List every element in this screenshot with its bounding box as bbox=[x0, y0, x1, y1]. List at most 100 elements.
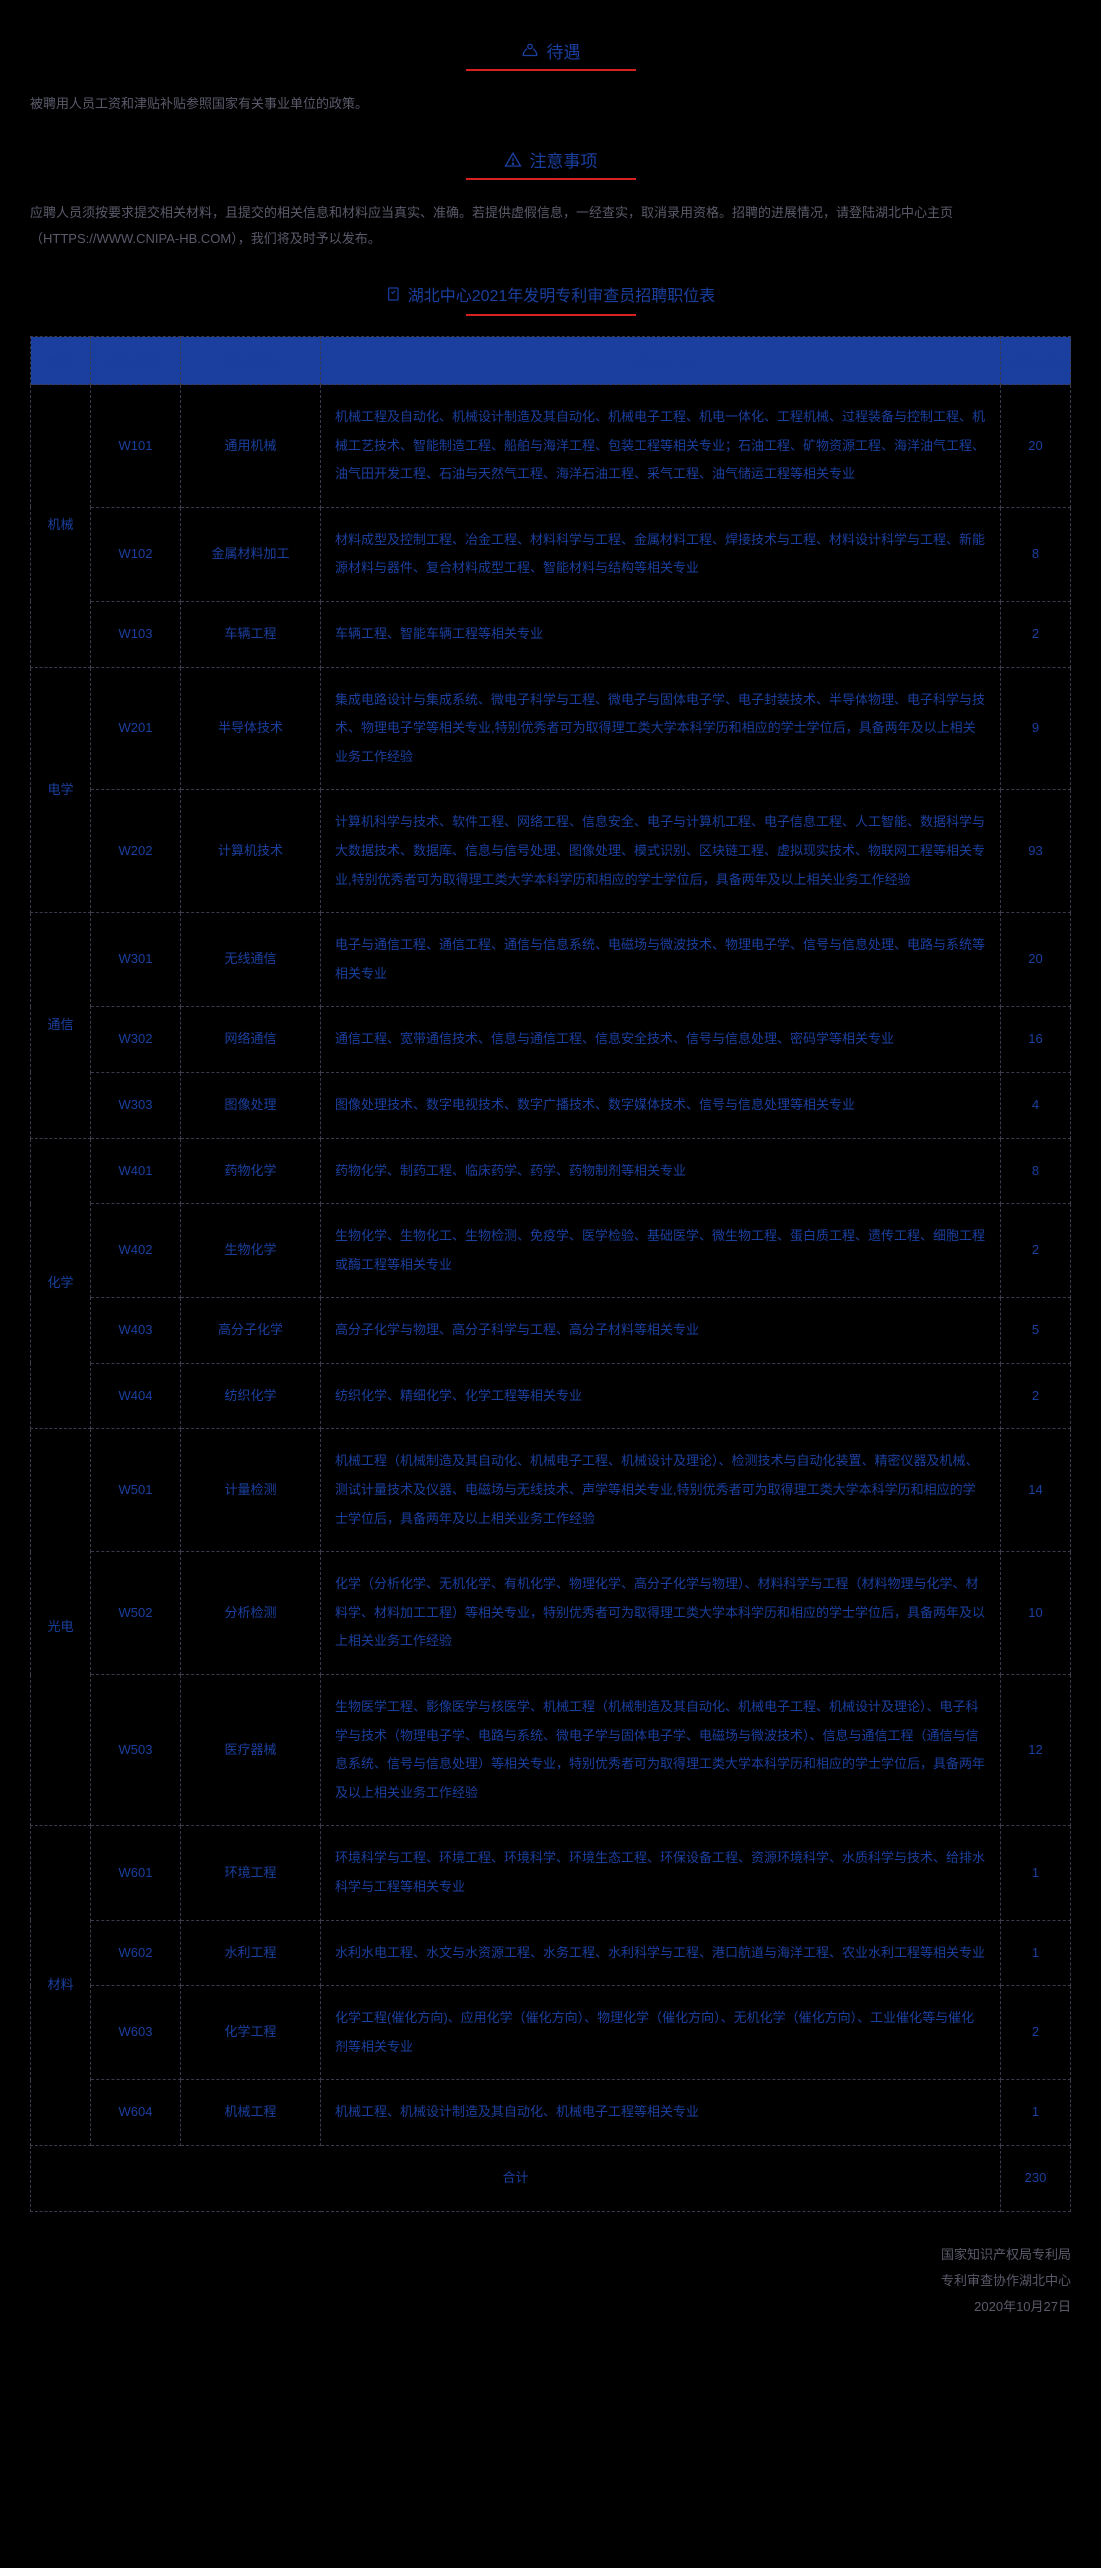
field-cell: 化学 bbox=[31, 1138, 91, 1429]
name-cell: 图像处理 bbox=[181, 1072, 321, 1138]
count-cell: 5 bbox=[1001, 1298, 1071, 1364]
count-cell: 20 bbox=[1001, 913, 1071, 1007]
name-cell: 机械工程 bbox=[181, 2080, 321, 2146]
code-cell: W202 bbox=[91, 790, 181, 913]
code-cell: W604 bbox=[91, 2080, 181, 2146]
footer-line3: 2020年10月27日 bbox=[30, 2294, 1071, 2320]
total-row: 合计230 bbox=[31, 2145, 1071, 2211]
code-cell: W101 bbox=[91, 385, 181, 508]
total-count: 230 bbox=[1001, 2145, 1071, 2211]
col-code: 岗位代码 bbox=[91, 337, 181, 385]
code-cell: W603 bbox=[91, 1986, 181, 2080]
name-cell: 分析检测 bbox=[181, 1552, 321, 1675]
table-row: 机械W101通用机械机械工程及自动化、机械设计制造及其自动化、机械电子工程、机电… bbox=[31, 385, 1071, 508]
desc-cell: 水利水电工程、水文与水资源工程、水务工程、水利科学与工程、港口航道与海洋工程、农… bbox=[321, 1920, 1001, 1986]
count-cell: 8 bbox=[1001, 507, 1071, 601]
count-cell: 93 bbox=[1001, 790, 1071, 913]
section-underline bbox=[466, 69, 636, 71]
desc-cell: 计算机科学与技术、软件工程、网络工程、信息安全、电子与计算机工程、电子信息工程、… bbox=[321, 790, 1001, 913]
desc-cell: 纺织化学、精细化学、化学工程等相关专业 bbox=[321, 1363, 1001, 1429]
code-cell: W403 bbox=[91, 1298, 181, 1364]
doc-check-icon bbox=[386, 286, 402, 302]
desc-cell: 机械工程、机械设计制造及其自动化、机械电子工程等相关专业 bbox=[321, 2080, 1001, 2146]
name-cell: 化学工程 bbox=[181, 1986, 321, 2080]
code-cell: W301 bbox=[91, 913, 181, 1007]
code-cell: W503 bbox=[91, 1675, 181, 1826]
code-cell: W404 bbox=[91, 1363, 181, 1429]
table-row: W603化学工程化学工程(催化方向)、应用化学（催化方向）、物理化学（催化方向）… bbox=[31, 1986, 1071, 2080]
name-cell: 网络通信 bbox=[181, 1007, 321, 1073]
count-cell: 1 bbox=[1001, 2080, 1071, 2146]
desc-cell: 机械工程及自动化、机械设计制造及其自动化、机械电子工程、机电一体化、工程机械、过… bbox=[321, 385, 1001, 508]
desc-cell: 药物化学、制药工程、临床药学、药学、药物制剂等相关专业 bbox=[321, 1138, 1001, 1204]
warning-icon bbox=[504, 151, 522, 169]
table-row: 电学W201半导体技术集成电路设计与集成系统、微电子科学与工程、微电子与固体电子… bbox=[31, 667, 1071, 790]
count-cell: 10 bbox=[1001, 1552, 1071, 1675]
desc-cell: 图像处理技术、数字电视技术、数字广播技术、数字媒体技术、信号与信息处理等相关专业 bbox=[321, 1072, 1001, 1138]
count-cell: 16 bbox=[1001, 1007, 1071, 1073]
code-cell: W502 bbox=[91, 1552, 181, 1675]
desc-cell: 生物医学工程、影像医学与核医学、机械工程（机械制造及其自动化、机械电子工程、机械… bbox=[321, 1675, 1001, 1826]
name-cell: 无线通信 bbox=[181, 913, 321, 1007]
table-row: W102金属材料加工材料成型及控制工程、冶金工程、材料科学与工程、金属材料工程、… bbox=[31, 507, 1071, 601]
name-cell: 半导体技术 bbox=[181, 667, 321, 790]
name-cell: 环境工程 bbox=[181, 1826, 321, 1920]
col-desc: 专业及方向 bbox=[321, 337, 1001, 385]
name-cell: 药物化学 bbox=[181, 1138, 321, 1204]
count-cell: 4 bbox=[1001, 1072, 1071, 1138]
table-row: W602水利工程水利水电工程、水文与水资源工程、水务工程、水利科学与工程、港口航… bbox=[31, 1920, 1071, 1986]
count-cell: 20 bbox=[1001, 385, 1071, 508]
footer-line2: 专利审查协作湖北中心 bbox=[30, 2268, 1071, 2294]
count-cell: 12 bbox=[1001, 1675, 1071, 1826]
table-row: 光电W501计量检测机械工程（机械制造及其自动化、机械电子工程、机械设计及理论）… bbox=[31, 1429, 1071, 1552]
table-row: W502分析检测化学（分析化学、无机化学、有机化学、物理化学、高分子化学与物理）… bbox=[31, 1552, 1071, 1675]
field-cell: 光电 bbox=[31, 1429, 91, 1826]
code-cell: W102 bbox=[91, 507, 181, 601]
notice-body: 应聘人员须按要求提交相关材料，且提交的相关信息和材料应当真实、准确。若提供虚假信… bbox=[30, 200, 1071, 252]
name-cell: 金属材料加工 bbox=[181, 507, 321, 601]
desc-cell: 材料成型及控制工程、冶金工程、材料科学与工程、金属材料工程、焊接技术与工程、材料… bbox=[321, 507, 1001, 601]
table-row: 化学W401药物化学药物化学、制药工程、临床药学、药学、药物制剂等相关专业8 bbox=[31, 1138, 1071, 1204]
field-cell: 材料 bbox=[31, 1826, 91, 2146]
desc-cell: 化学工程(催化方向)、应用化学（催化方向）、物理化学（催化方向）、无机化学（催化… bbox=[321, 1986, 1001, 2080]
section-notice-header: 注意事项 bbox=[30, 147, 1071, 180]
table-title-row: 湖北中心2021年发明专利审查员招聘职位表 bbox=[30, 282, 1071, 306]
table-row: W402生物化学生物化学、生物化工、生物检测、免疫学、医学检验、基础医学、微生物… bbox=[31, 1204, 1071, 1298]
code-cell: W501 bbox=[91, 1429, 181, 1552]
name-cell: 医疗器械 bbox=[181, 1675, 321, 1826]
section-title: 待遇 bbox=[547, 38, 581, 63]
name-cell: 车辆工程 bbox=[181, 601, 321, 667]
code-cell: W602 bbox=[91, 1920, 181, 1986]
count-cell: 2 bbox=[1001, 601, 1071, 667]
name-cell: 水利工程 bbox=[181, 1920, 321, 1986]
field-cell: 通信 bbox=[31, 913, 91, 1138]
table-title: 湖北中心2021年发明专利审查员招聘职位表 bbox=[408, 282, 716, 306]
table-row: W403高分子化学高分子化学与物理、高分子科学与工程、高分子材料等相关专业5 bbox=[31, 1298, 1071, 1364]
positions-table: 领域 岗位代码 岗位名称 专业及方向 招聘人数 机械W101通用机械机械工程及自… bbox=[30, 336, 1071, 2212]
footer: 国家知识产权局专利局 专利审查协作湖北中心 2020年10月27日 bbox=[30, 2242, 1071, 2320]
treatment-body: 被聘用人员工资和津贴补贴参照国家有关事业单位的政策。 bbox=[30, 91, 1071, 117]
field-cell: 电学 bbox=[31, 667, 91, 913]
desc-cell: 车辆工程、智能车辆工程等相关专业 bbox=[321, 601, 1001, 667]
table-row: 通信W301无线通信电子与通信工程、通信工程、通信与信息系统、电磁场与微波技术、… bbox=[31, 913, 1071, 1007]
desc-cell: 电子与通信工程、通信工程、通信与信息系统、电磁场与微波技术、物理电子学、信号与信… bbox=[321, 913, 1001, 1007]
count-cell: 2 bbox=[1001, 1363, 1071, 1429]
table-header-row: 领域 岗位代码 岗位名称 专业及方向 招聘人数 bbox=[31, 337, 1071, 385]
desc-cell: 环境科学与工程、环境工程、环境科学、环境生态工程、环保设备工程、资源环境科学、水… bbox=[321, 1826, 1001, 1920]
table-row: W503医疗器械生物医学工程、影像医学与核医学、机械工程（机械制造及其自动化、机… bbox=[31, 1675, 1071, 1826]
count-cell: 1 bbox=[1001, 1826, 1071, 1920]
table-row: W303图像处理图像处理技术、数字电视技术、数字广播技术、数字媒体技术、信号与信… bbox=[31, 1072, 1071, 1138]
col-name: 岗位名称 bbox=[181, 337, 321, 385]
desc-cell: 化学（分析化学、无机化学、有机化学、物理化学、高分子化学与物理）、材料科学与工程… bbox=[321, 1552, 1001, 1675]
name-cell: 生物化学 bbox=[181, 1204, 321, 1298]
code-cell: W402 bbox=[91, 1204, 181, 1298]
col-field: 领域 bbox=[31, 337, 91, 385]
footer-line1: 国家知识产权局专利局 bbox=[30, 2242, 1071, 2268]
money-bag-icon bbox=[521, 42, 539, 60]
table-row: W604机械工程机械工程、机械设计制造及其自动化、机械电子工程等相关专业1 bbox=[31, 2080, 1071, 2146]
section-title: 注意事项 bbox=[530, 147, 598, 172]
table-row: W103车辆工程车辆工程、智能车辆工程等相关专业2 bbox=[31, 601, 1071, 667]
table-underline bbox=[466, 314, 636, 316]
count-cell: 8 bbox=[1001, 1138, 1071, 1204]
desc-cell: 集成电路设计与集成系统、微电子科学与工程、微电子与固体电子学、电子封装技术、半导… bbox=[321, 667, 1001, 790]
